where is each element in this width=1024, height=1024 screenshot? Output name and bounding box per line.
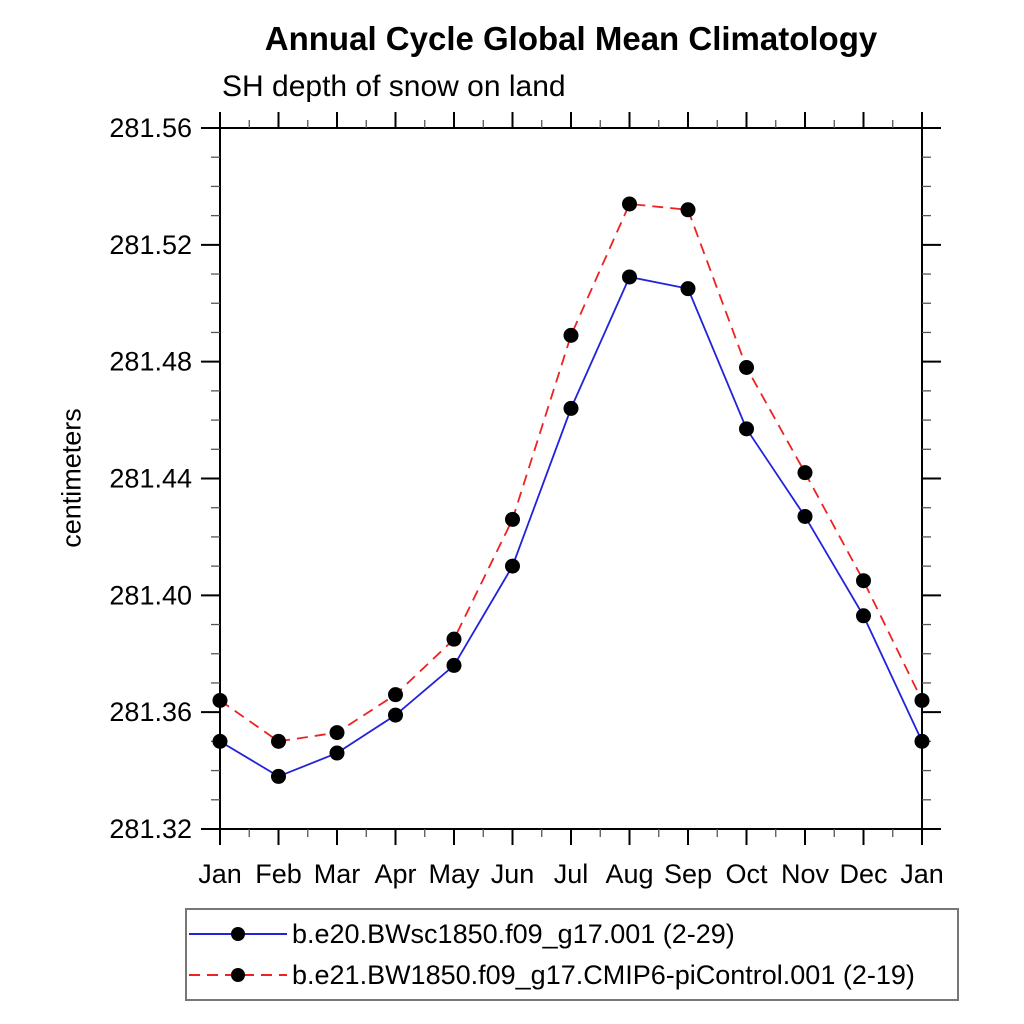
legend-line-sample-dashed	[189, 968, 287, 982]
data-point-marker-series-1	[388, 687, 403, 703]
x-axis-tick-label: May	[428, 859, 480, 889]
series-line-0	[219, 275, 923, 778]
y-axis-tick-label: 281.44	[109, 464, 192, 494]
x-axis-tick-label: Sep	[664, 859, 712, 889]
x-axis-tick-label: Aug	[605, 859, 653, 889]
x-axis-tick-label: Oct	[725, 859, 768, 889]
data-point-marker-series-1	[680, 202, 696, 218]
data-point-marker-series-0	[739, 421, 754, 437]
data-point-marker-series-0	[388, 707, 403, 723]
legend-line-sample-solid	[189, 927, 287, 941]
data-point-marker-series-1	[622, 196, 637, 212]
y-axis-tick-label: 281.56	[109, 113, 192, 143]
legend-item-blue: b.e20.BWsc1850.f09_g17.001 (2-29)	[187, 918, 957, 950]
data-point-marker-series-0	[622, 269, 637, 285]
data-point-marker-series-1	[446, 631, 462, 647]
x-axis-tick-label: Jan	[198, 859, 242, 889]
legend-label-red: b.e21.BW1850.f09_g17.CMIP6-piControl.001…	[292, 959, 915, 990]
data-point-marker-series-1	[856, 573, 871, 589]
data-point-marker-series-0	[446, 657, 462, 673]
legend-marker-dot-icon	[231, 968, 245, 982]
legend-label-blue: b.e20.BWsc1850.f09_g17.001 (2-29)	[292, 918, 735, 949]
data-point-marker-series-0	[856, 608, 871, 624]
x-axis-tick-label: Jun	[491, 859, 535, 889]
x-axis-tick-label: Nov	[781, 859, 830, 889]
data-point-marker-series-0	[329, 745, 345, 761]
chart-subtitle: SH depth of snow on land	[222, 70, 566, 103]
legend-marker-dot-icon	[231, 927, 245, 941]
plot-frame	[219, 127, 923, 830]
x-axis-tick-label: Jul	[554, 859, 589, 889]
chart-title: Annual Cycle Global Mean Climatology	[264, 20, 878, 57]
data-point-marker-series-1	[563, 327, 579, 343]
y-axis-tick-label: 281.32	[109, 814, 192, 844]
legend-item-red: b.e21.BW1850.f09_g17.CMIP6-piControl.001…	[187, 959, 957, 991]
data-point-marker-series-0	[914, 733, 930, 749]
data-point-marker-series-1	[505, 511, 520, 527]
data-point-marker-series-0	[271, 768, 286, 784]
data-point-marker-series-1	[797, 465, 813, 481]
legend-box: b.e20.BWsc1850.f09_g17.001 (2-29) b.e21.…	[185, 908, 959, 1001]
data-point-marker-series-1	[271, 733, 286, 749]
data-point-marker-series-0	[797, 508, 813, 524]
data-point-marker-series-1	[329, 725, 345, 741]
data-point-marker-series-0	[680, 281, 696, 297]
y-axis-tick-label: 281.40	[109, 580, 192, 610]
x-axis-tick-label: Jan	[900, 859, 944, 889]
x-axis-tick-label: Feb	[255, 859, 302, 889]
series-line-1	[219, 202, 923, 743]
x-axis-tick-label: Apr	[374, 859, 416, 889]
data-point-marker-series-1	[212, 692, 228, 708]
data-point-marker-series-0	[212, 733, 228, 749]
data-point-marker-series-0	[563, 400, 579, 416]
x-axis-tick-label: Mar	[314, 859, 361, 889]
data-point-marker-series-1	[914, 692, 930, 708]
x-axis-tick-label: Dec	[839, 859, 887, 889]
data-point-marker-series-0	[505, 558, 520, 574]
y-axis-tick-label: 281.52	[109, 230, 192, 260]
y-axis-tick-label: 281.48	[109, 347, 192, 377]
data-point-marker-series-1	[739, 360, 754, 376]
y-axis-tick-label: 281.36	[109, 697, 192, 727]
